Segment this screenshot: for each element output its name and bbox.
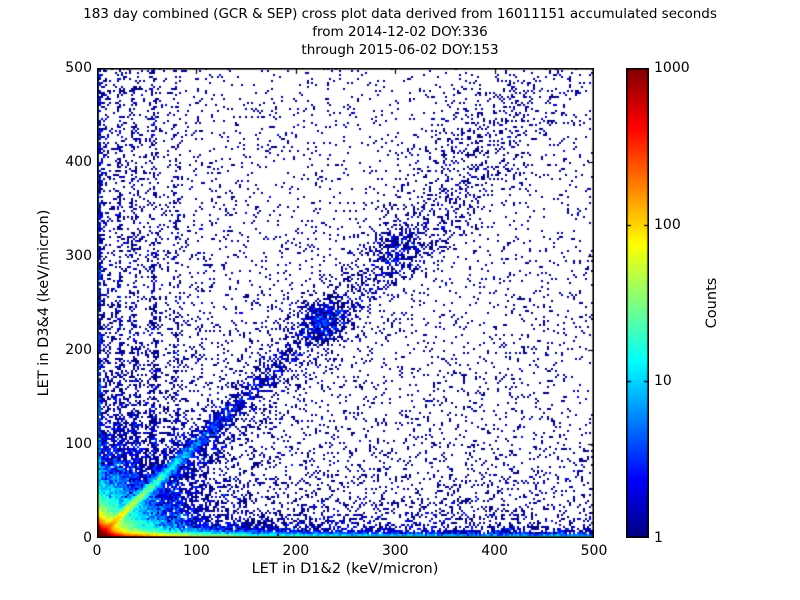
x-axis-label: LET in D1&2 (keV/micron) — [251, 561, 439, 577]
x-tick-label: 300 — [381, 543, 409, 559]
x-tick-label: 200 — [282, 543, 310, 559]
x-tick-label: 400 — [481, 543, 508, 559]
title-line-1: 183 day combined (GCR & SEP) cross plot … — [83, 6, 717, 22]
colorbar-tick-label: 1000 — [654, 60, 690, 76]
y-tick-label: 400 — [65, 154, 92, 170]
title-line-2: from 2014-12-02 DOY:336 — [312, 24, 488, 40]
y-axis-label: LET in D3&4 (keV/micron) — [36, 209, 52, 397]
colorbar-tick-label: 1 — [654, 530, 663, 546]
x-tick-label: 0 — [92, 543, 102, 559]
x-tick-label: 500 — [580, 543, 608, 559]
plot-title: 183 day combined (GCR & SEP) cross plot … — [0, 5, 800, 59]
colorbar-canvas — [626, 68, 649, 538]
y-tick-label: 300 — [65, 248, 92, 264]
y-tick-label: 500 — [65, 60, 92, 76]
colorbar-label: Counts — [704, 277, 720, 329]
colorbar-tick-label: 100 — [654, 216, 681, 233]
y-tick-label: 100 — [65, 436, 92, 452]
y-tick-label: 200 — [65, 342, 92, 358]
y-tick-label: 0 — [83, 530, 92, 546]
colorbar-tick-label: 10 — [654, 373, 672, 390]
title-line-3: through 2015-06-02 DOY:153 — [301, 42, 499, 58]
x-tick-label: 100 — [183, 543, 210, 559]
scatter-plot-canvas — [97, 68, 594, 538]
